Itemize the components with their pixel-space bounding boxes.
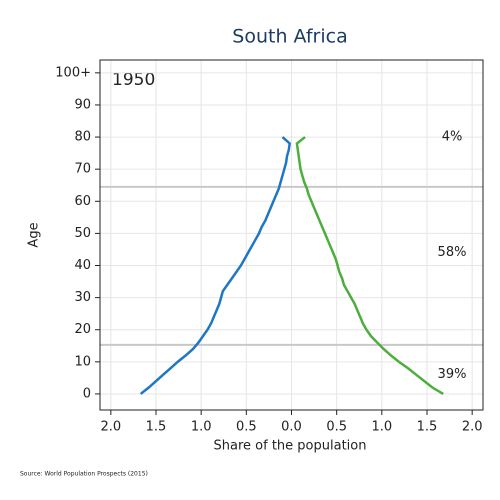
y-tick-label: 50 — [74, 226, 91, 241]
x-tick-label: 1.0 — [191, 420, 212, 435]
population-line — [295, 136, 444, 396]
x-tick-label: 1.5 — [417, 420, 438, 435]
x-axis-title: Share of the population — [214, 439, 367, 454]
x-tick-label: 2.0 — [462, 420, 483, 435]
chart-title: South Africa — [232, 26, 347, 48]
y-tick-label: 100+ — [55, 65, 91, 80]
y-tick-label: 90 — [74, 97, 91, 112]
y-tick-label: 40 — [74, 258, 91, 273]
population-line — [139, 136, 292, 395]
x-tick-label: 1.0 — [371, 420, 392, 435]
share-annotation: 39% — [438, 367, 467, 382]
y-axis-title: Age — [27, 222, 42, 247]
y-tick-label: 20 — [74, 322, 91, 337]
share-annotation: 4% — [442, 130, 463, 145]
year-label: 1950 — [112, 70, 155, 90]
x-tick-label: 0.0 — [281, 420, 302, 435]
y-tick-label: 70 — [74, 162, 91, 177]
x-tick-label: 2.0 — [100, 420, 121, 435]
x-tick-label: 0.5 — [236, 420, 257, 435]
plot-frame — [99, 59, 484, 411]
share-annotation: 58% — [438, 245, 467, 260]
y-tick-label: 60 — [74, 194, 91, 209]
y-tick-label: 0 — [83, 386, 91, 401]
source-note: Source: World Population Prospects (2015… — [20, 471, 148, 478]
x-tick-label: 1.5 — [146, 420, 167, 435]
x-tick-label: 0.5 — [326, 420, 347, 435]
y-tick-label: 30 — [74, 290, 91, 305]
y-tick-label: 80 — [74, 130, 91, 145]
y-tick-label: 10 — [74, 354, 91, 369]
